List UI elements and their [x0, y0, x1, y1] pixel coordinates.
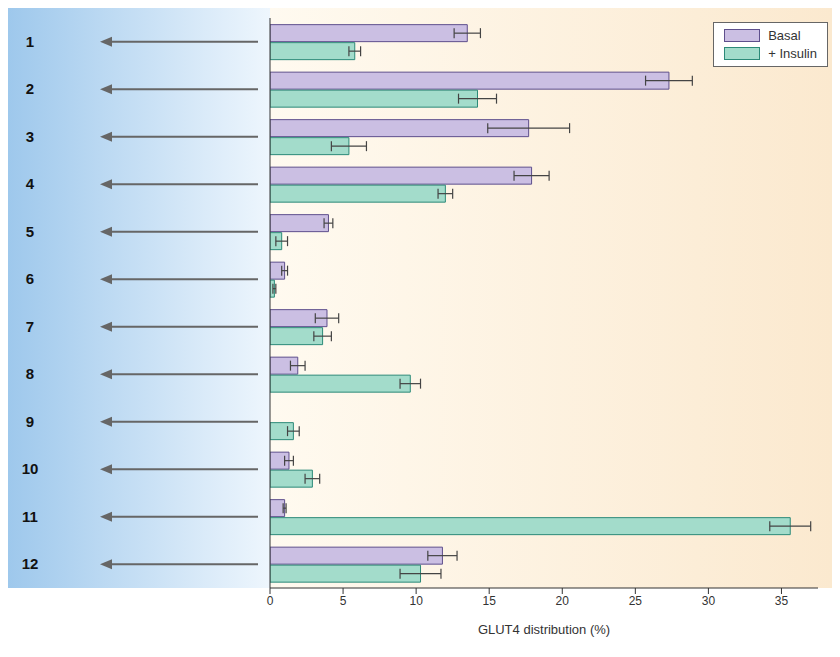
svg-text:11: 11 — [22, 508, 38, 525]
svg-text:5: 5 — [26, 223, 34, 240]
svg-text:7: 7 — [26, 318, 34, 335]
svg-text:12: 12 — [22, 555, 39, 572]
svg-text:20: 20 — [556, 594, 570, 608]
svg-text:2: 2 — [26, 80, 34, 97]
svg-text:25: 25 — [629, 594, 643, 608]
svg-text:9: 9 — [26, 413, 34, 430]
svg-text:4: 4 — [26, 175, 35, 192]
svg-text:10: 10 — [409, 594, 423, 608]
svg-text:5: 5 — [340, 594, 347, 608]
svg-text:30: 30 — [702, 594, 716, 608]
svg-text:1: 1 — [26, 33, 34, 50]
svg-text:0: 0 — [267, 594, 274, 608]
svg-text:10: 10 — [22, 460, 39, 477]
html-text:Basal: Basal — [768, 28, 801, 43]
svg-text:3: 3 — [26, 128, 34, 145]
svg-text:35: 35 — [775, 594, 789, 608]
svg-text:8: 8 — [26, 365, 34, 382]
svg-text:15: 15 — [483, 594, 497, 608]
svg-text:6: 6 — [26, 270, 34, 287]
svg-text:GLUT4 distribution (%): GLUT4 distribution (%) — [478, 622, 610, 637]
html-text:+ Insulin: + Insulin — [768, 46, 817, 61]
